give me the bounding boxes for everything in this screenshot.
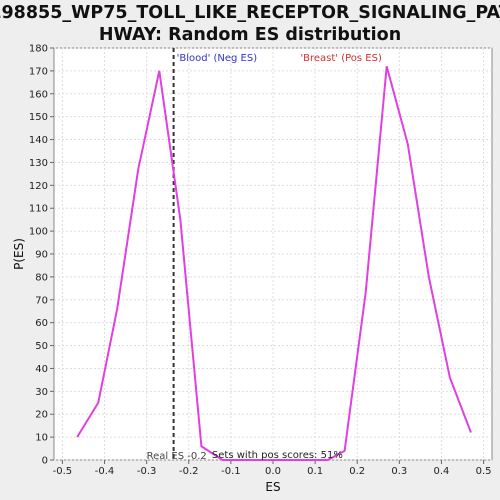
y-tick-label: 100 bbox=[29, 227, 48, 238]
y-axis: 0 10 20 30 40 50 60 70 80 90 100 110 120 130 140 150 160… bbox=[29, 44, 54, 467]
sets-pos-scores-text: Sets with pos scores: 51% bbox=[212, 450, 343, 461]
x-tick-label: -0.4 bbox=[95, 466, 115, 477]
x-tick-label: 0.5 bbox=[476, 466, 492, 477]
y-tick-label: 10 bbox=[35, 433, 48, 444]
x-tick-label: 0.1 bbox=[307, 466, 323, 477]
y-tick-label: 20 bbox=[35, 410, 48, 421]
x-tick-label: -0.2 bbox=[179, 466, 199, 477]
y-tick-label: 70 bbox=[35, 295, 48, 306]
y-tick-label: 0 bbox=[42, 456, 48, 467]
y-tick-label: 90 bbox=[35, 250, 48, 261]
grid bbox=[54, 47, 492, 461]
x-tick-label: 0.4 bbox=[434, 466, 450, 477]
x-axis-label: ES bbox=[265, 480, 280, 494]
neg-es-label: 'Blood' (Neg ES) bbox=[177, 53, 258, 64]
x-tick-label: 0.2 bbox=[349, 466, 365, 477]
y-tick-label: 40 bbox=[35, 364, 48, 375]
x-tick-label: -0.3 bbox=[137, 466, 157, 477]
y-tick-label: 130 bbox=[29, 158, 48, 169]
y-tick-label: 140 bbox=[29, 135, 48, 146]
real-es-label: Real ES -0.2 bbox=[147, 451, 207, 462]
x-tick-label: 0.3 bbox=[391, 466, 407, 477]
series-line bbox=[76, 66, 472, 461]
y-tick-label: 160 bbox=[29, 89, 48, 100]
x-tick-label: -0.1 bbox=[221, 466, 241, 477]
y-tick-label: 120 bbox=[29, 181, 48, 192]
y-tick-label: 80 bbox=[35, 272, 48, 283]
y-tick-label: 60 bbox=[35, 318, 48, 329]
y-tick-label: 110 bbox=[29, 204, 48, 215]
y-tick-label: 170 bbox=[29, 66, 48, 77]
pos-es-label: 'Breast' (Pos ES) bbox=[300, 53, 382, 64]
y-tick-label: 150 bbox=[29, 112, 48, 123]
series-es-distribution bbox=[76, 66, 472, 461]
y-tick-label: 30 bbox=[35, 387, 48, 398]
x-tick-label: 0.0 bbox=[265, 466, 281, 477]
x-axis: -0.5 -0.4 -0.3 -0.2 -0.1 0.0 0.1 0.2 0.3 0.4 0.5 bbox=[53, 460, 492, 477]
chart-title-line2: HWAY: Random ES distribution bbox=[99, 25, 401, 45]
x-tick-label: -0.5 bbox=[53, 466, 73, 477]
y-tick-label: 180 bbox=[29, 44, 48, 55]
chart-title-line1: 198855_WP75_TOLL_LIKE_RECEPTOR_SIGNALING… bbox=[0, 3, 500, 23]
y-axis-label: P(ES) bbox=[12, 238, 26, 270]
y-tick-label: 50 bbox=[35, 341, 48, 352]
